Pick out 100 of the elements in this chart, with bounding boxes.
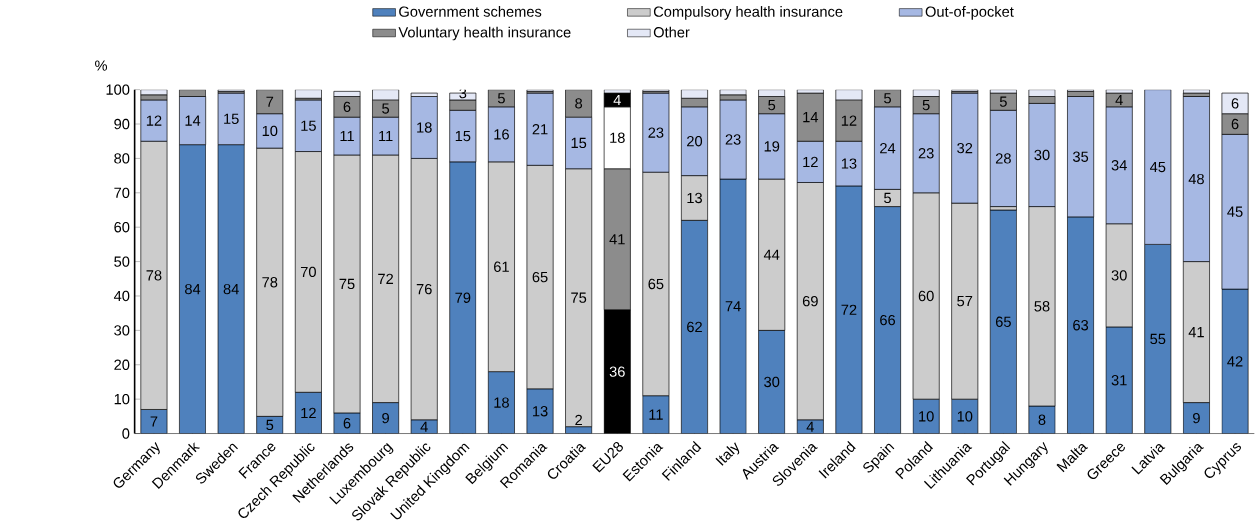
y-tick-label: 60: [114, 222, 130, 233]
data-label: 15: [224, 114, 239, 125]
data-label: 30: [1034, 150, 1050, 161]
data-label: 57: [957, 296, 973, 307]
data-label: 36: [609, 366, 625, 378]
data-label: 10: [957, 411, 973, 422]
y-tick-label: 20: [114, 359, 130, 371]
data-label: 23: [725, 134, 741, 145]
data-label: 6: [1231, 119, 1239, 130]
data-label: 72: [378, 273, 394, 285]
data-label: 41: [609, 234, 625, 245]
legend-label: Voluntary health insurance: [398, 26, 571, 41]
data-label: 75: [339, 279, 355, 290]
y-tick-label: 80: [114, 153, 130, 164]
data-label: 78: [262, 277, 278, 288]
y-tick-label: 30: [114, 325, 130, 336]
data-label: 42: [1227, 356, 1243, 367]
data-label: 74: [725, 301, 741, 312]
data-label: 34: [1111, 160, 1127, 171]
y-tick-label: 40: [113, 291, 130, 302]
data-label: 13: [533, 406, 548, 417]
data-label: 66: [880, 315, 896, 326]
data-label: 5: [768, 100, 776, 111]
y-tick-label: 70: [114, 187, 130, 199]
data-label: 63: [1073, 320, 1089, 331]
data-label: 5: [497, 93, 505, 104]
data-label: 45: [1227, 206, 1243, 218]
data-label: 84: [223, 284, 239, 295]
data-label: 65: [995, 316, 1011, 328]
data-label: 15: [301, 120, 316, 132]
data-label: 4: [806, 421, 814, 432]
data-label: 30: [764, 377, 780, 388]
data-label: 18: [494, 397, 509, 409]
data-label: 7: [150, 416, 158, 427]
data-label: 5: [922, 100, 930, 111]
data-label: 8: [575, 98, 583, 109]
data-label: 79: [455, 292, 471, 304]
x-tick-label: Italy: [715, 442, 740, 466]
data-label: 15: [455, 131, 471, 142]
data-label: 18: [610, 132, 625, 144]
data-label: 6: [1231, 98, 1239, 109]
data-label: 11: [340, 131, 354, 142]
data-label: 12: [803, 156, 818, 168]
data-label: 14: [803, 112, 819, 123]
data-label: 12: [301, 408, 316, 419]
data-label: 11: [379, 131, 393, 142]
y-tick-label: 90: [114, 119, 130, 130]
data-label: 5: [382, 103, 390, 114]
data-label: 12: [146, 115, 162, 126]
data-label: 65: [532, 272, 548, 283]
data-label: 9: [1193, 413, 1200, 424]
data-label: 65: [648, 279, 664, 290]
legend-label: Compulsory health insurance: [653, 6, 843, 20]
legend-label: Government schemes: [399, 6, 542, 18]
data-label: 30: [1111, 270, 1127, 281]
data-label: 6: [343, 101, 351, 113]
data-label: 12: [841, 115, 857, 126]
data-label: 78: [146, 270, 162, 281]
y-tick-label: 100: [106, 84, 130, 96]
data-label: 4: [420, 421, 428, 432]
data-label: 55: [1150, 334, 1166, 345]
data-label: 18: [417, 122, 432, 133]
data-label: 61: [494, 261, 509, 273]
data-label: 2: [575, 415, 582, 426]
data-label: 13: [841, 158, 857, 169]
data-label: 48: [1188, 174, 1204, 185]
data-label: 14: [185, 115, 201, 126]
data-label: 31: [1111, 375, 1127, 386]
data-label: 24: [880, 143, 896, 154]
data-label: 28: [995, 153, 1011, 164]
y-axis-title: %: [95, 60, 108, 71]
data-label: 76: [416, 284, 432, 295]
data-label: 23: [648, 127, 664, 139]
data-label: 16: [494, 129, 509, 140]
data-label: 8: [1038, 414, 1046, 426]
data-label: 10: [919, 411, 934, 422]
data-label: 44: [763, 249, 780, 260]
data-label: 72: [841, 304, 857, 316]
data-label: 21: [532, 124, 548, 135]
data-label: 70: [300, 266, 316, 278]
data-label: 4: [1115, 95, 1123, 106]
data-label: 23: [918, 148, 934, 159]
data-label: 84: [185, 284, 201, 295]
data-label: 5: [266, 420, 274, 431]
legend-label: Other: [653, 26, 690, 38]
data-label: 45: [1149, 162, 1166, 173]
data-label: 60: [918, 291, 934, 302]
data-label: 13: [687, 193, 702, 204]
data-label: 62: [687, 321, 702, 333]
data-label: 4: [613, 95, 621, 106]
data-label: 9: [382, 413, 389, 424]
data-label: 32: [957, 143, 973, 154]
data-label: 35: [1073, 151, 1089, 163]
data-label: 58: [1034, 301, 1050, 312]
data-label: 5: [999, 96, 1007, 108]
y-tick-label: 50: [114, 256, 130, 268]
data-label: 15: [571, 138, 587, 149]
data-label: 41: [1188, 327, 1204, 338]
data-label: 11: [649, 409, 663, 420]
data-label: 5: [884, 193, 891, 204]
